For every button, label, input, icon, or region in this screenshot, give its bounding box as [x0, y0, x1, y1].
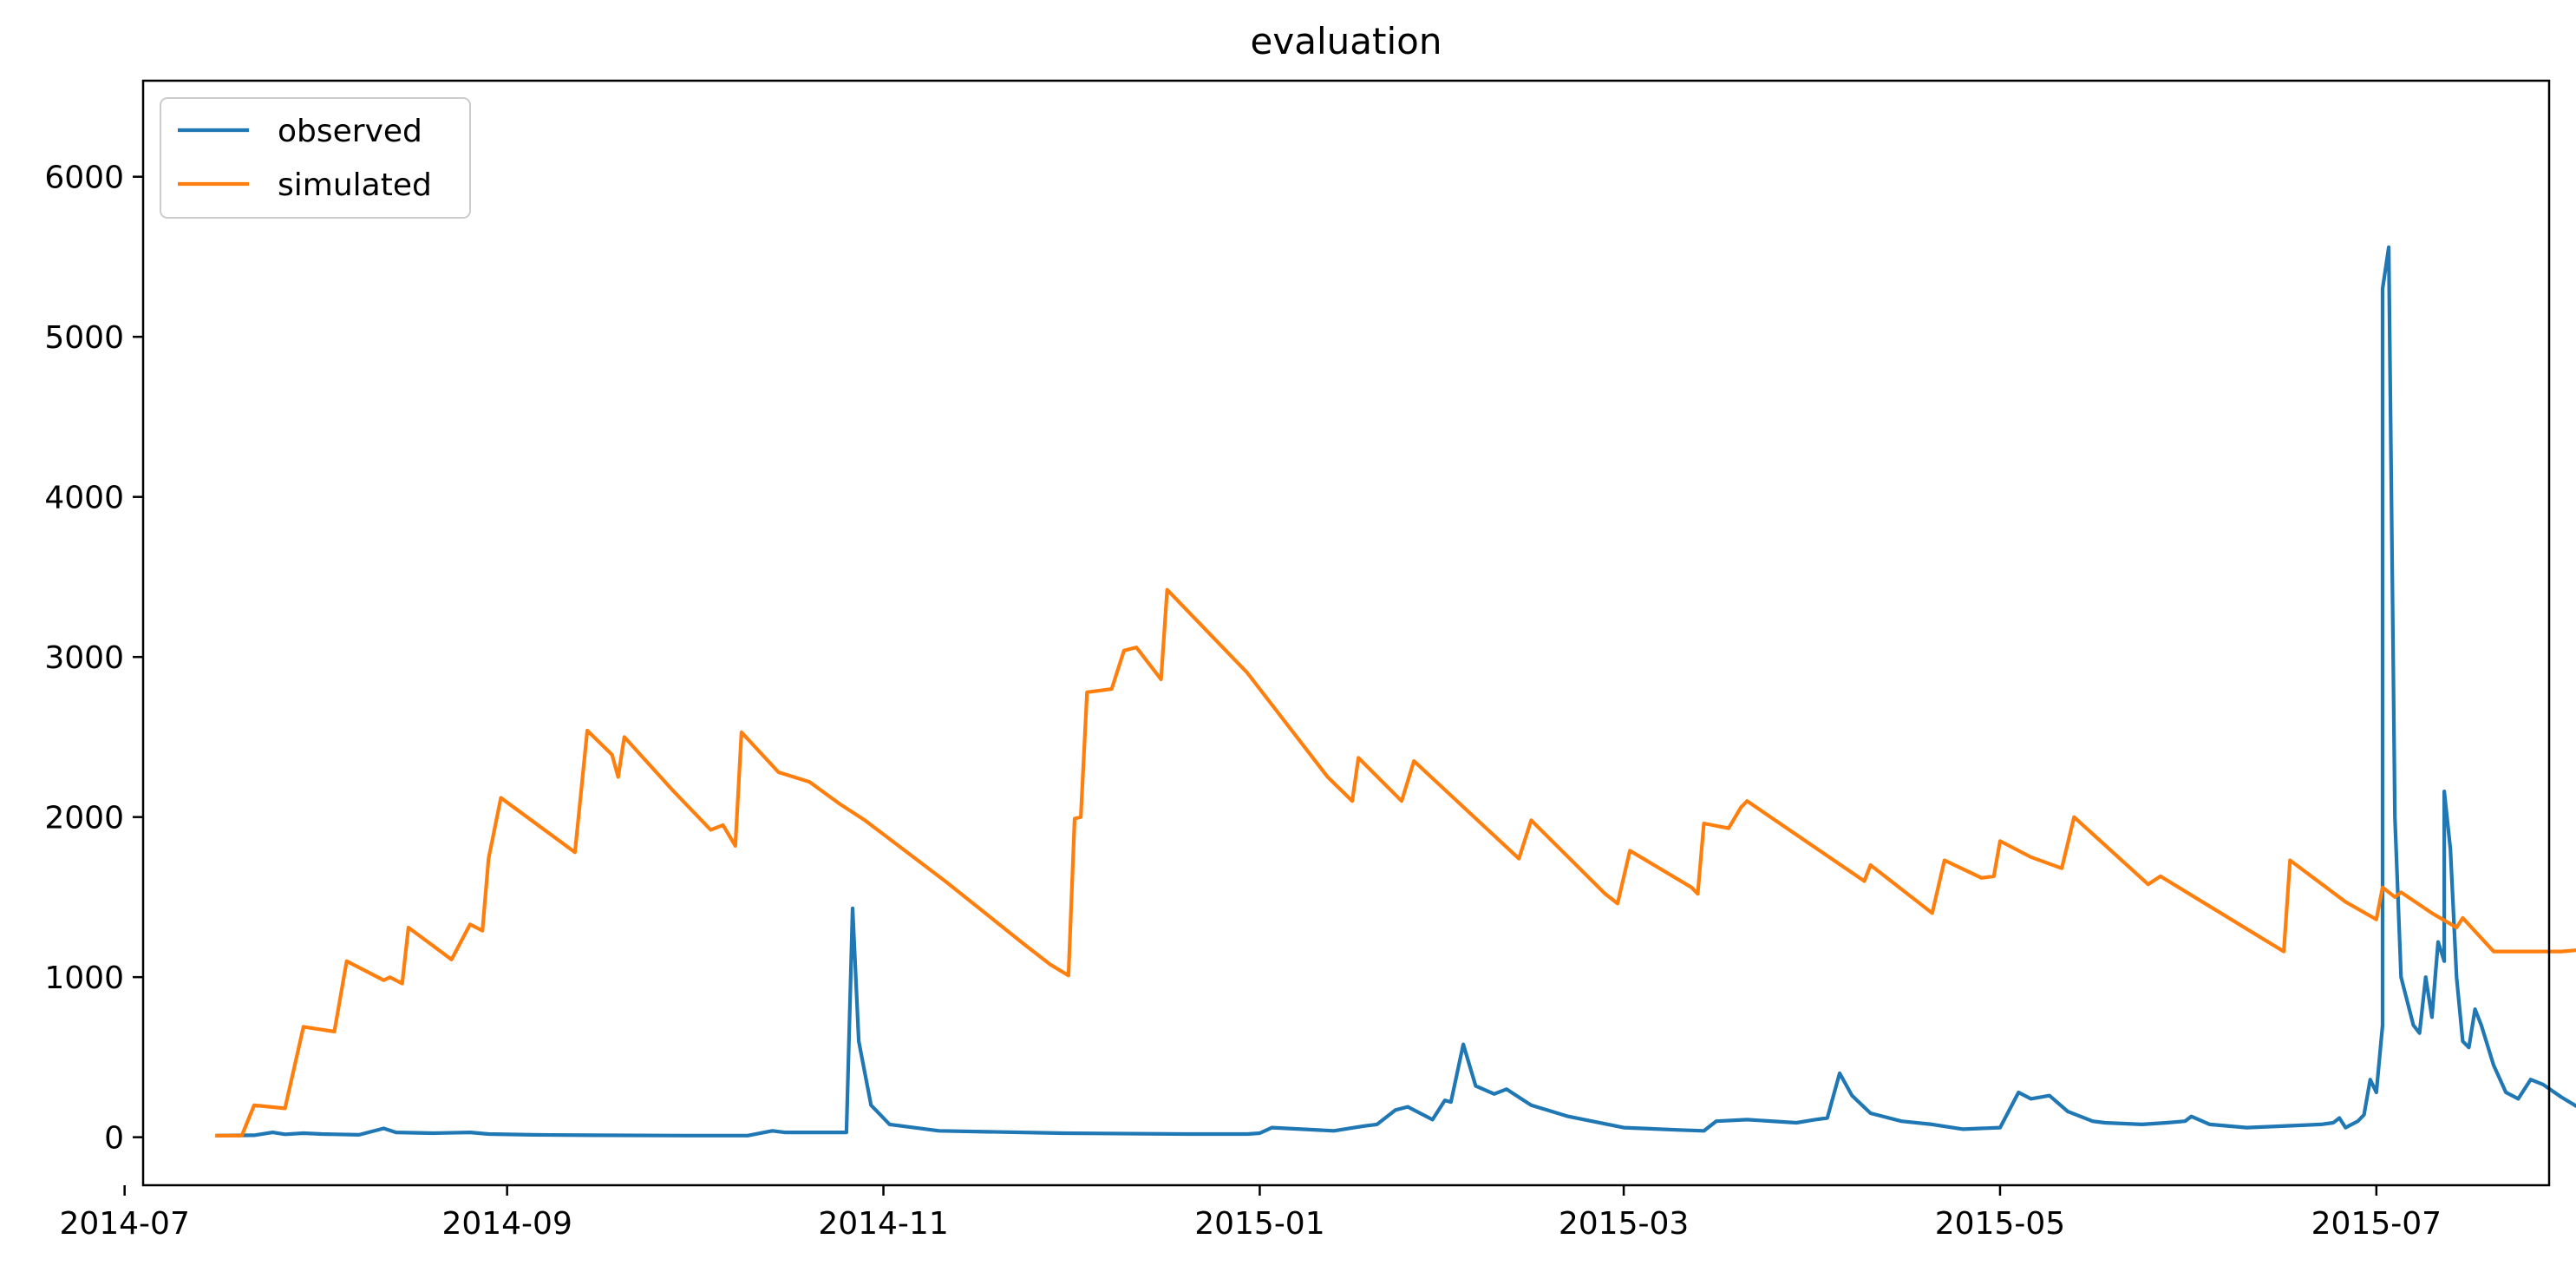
legend-box	[160, 97, 471, 219]
legend: observed simulated	[160, 97, 471, 219]
y-axis: 0 1000 2000 3000 4000 5000 6000	[44, 161, 143, 1157]
legend-label-observed: observed	[278, 114, 422, 149]
y-tick-label: 4000	[44, 481, 124, 516]
x-axis: 2014-07 2014-09 2014-11 2015-01 2015-03 2015-…	[59, 1185, 2442, 1242]
x-tick-label: 2015-03	[1559, 1206, 1689, 1242]
x-tick-label: 2014-09	[441, 1206, 572, 1242]
x-tick-label: 2014-11	[818, 1206, 948, 1242]
legend-label-simulated: simulated	[278, 167, 432, 203]
x-tick-label: 2014-07	[59, 1206, 189, 1242]
x-tick-label: 2015-07	[2311, 1206, 2442, 1242]
y-tick-label: 5000	[44, 320, 124, 356]
plot-frame	[141, 79, 2551, 1187]
y-tick-label: 0	[104, 1121, 124, 1157]
y-tick-label: 3000	[44, 640, 124, 676]
y-tick-label: 6000	[44, 161, 124, 196]
series-line-observed	[215, 245, 2576, 1138]
x-tick-label: 2015-01	[1194, 1206, 1324, 1242]
y-tick-label: 1000	[44, 961, 124, 996]
plot-lines	[215, 245, 2576, 1138]
x-tick-label: 2015-05	[1935, 1206, 2065, 1242]
y-tick-label: 2000	[44, 801, 124, 836]
series-line-simulated	[215, 587, 2576, 1138]
chart-title: evaluation	[1251, 20, 1442, 62]
